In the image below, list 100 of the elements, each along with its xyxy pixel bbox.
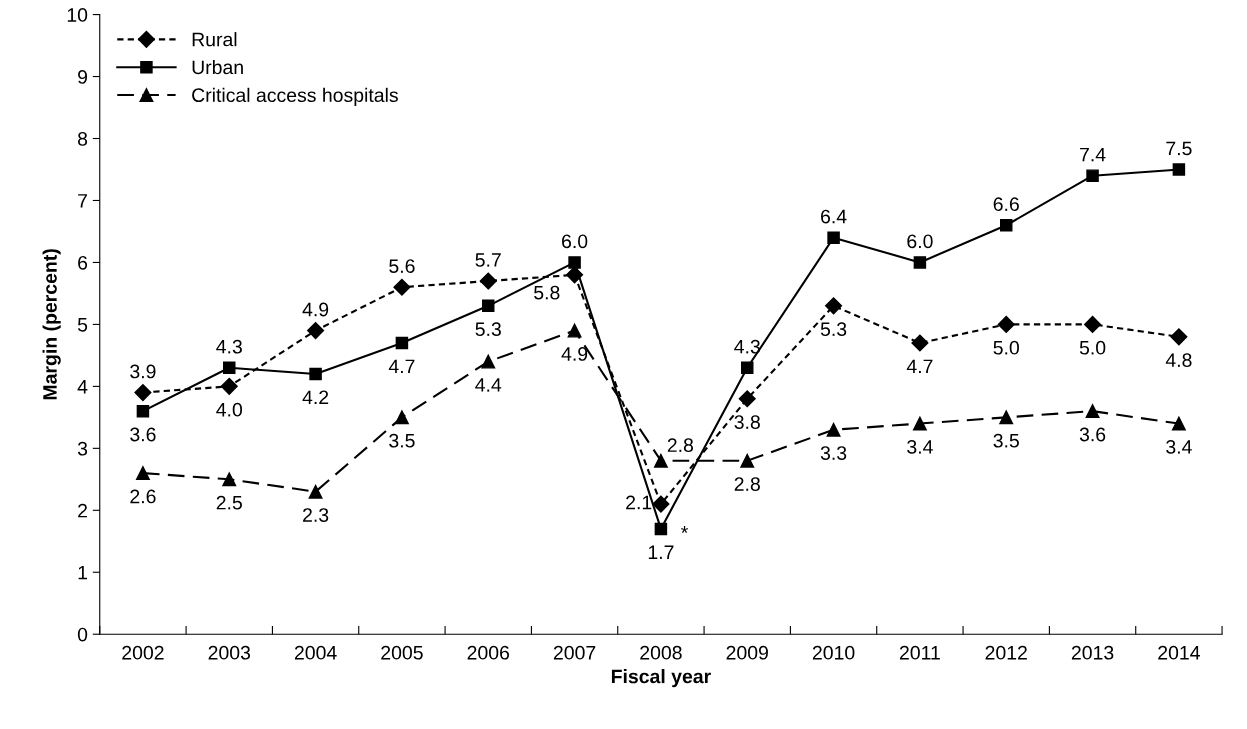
point [394,410,409,425]
data-label: 3.4 [1166,440,1192,454]
y-tick-label: 1 [78,565,88,580]
y-tick-label: 7 [78,194,87,208]
annotation: * [681,526,688,533]
point [309,367,322,381]
data-label: 5.6 [389,259,415,273]
point [825,297,843,315]
data-label: 3.9 [130,364,156,379]
data-label: 3.3 [820,446,847,460]
point [997,315,1015,333]
data-label: 3.4 [907,440,933,454]
data-label: 6.6 [993,197,1019,212]
legend-label: Critical access hospitals [192,87,398,106]
y-tick-label: 6 [78,255,88,270]
data-label: 3.5 [389,433,415,448]
point [912,416,927,431]
point [307,322,325,340]
x-tick-label: 2008 [640,645,682,660]
point [136,404,150,418]
data-label: 4.8 [1165,353,1192,368]
point [135,466,150,481]
point [1170,328,1188,346]
data-label: 3.6 [1079,427,1106,442]
point [481,299,495,313]
data-label: 7.4 [1080,147,1106,162]
point [134,384,152,402]
y-tick-label: 2 [78,503,87,518]
point [740,361,754,375]
point [1171,416,1186,431]
legend-label: Rural [192,32,237,47]
x-tick-label: 2003 [208,645,251,660]
data-label: 4.9 [302,302,329,317]
point [1086,169,1099,182]
data-label: 4.7 [388,359,415,374]
point [481,354,496,369]
data-label: 1.7 [648,545,674,559]
data-label: 7.5 [1166,141,1192,156]
x-tick-label: 2012 [985,645,1027,660]
x-tick-label: 2010 [812,645,855,660]
data-label: 2.6 [130,489,156,504]
y-tick-label: 9 [78,70,88,84]
point [568,256,581,269]
point [1172,163,1186,176]
point [652,495,670,513]
point [911,334,929,352]
x-tick-label: 2011 [899,645,940,660]
data-label: 5.7 [475,253,501,267]
data-label: 3.6 [130,427,156,442]
point [740,453,755,468]
point [826,422,841,437]
y-tick-label: 4 [77,380,88,394]
point [653,453,668,468]
x-tick-label: 2013 [1071,645,1114,660]
point [395,336,409,350]
point [654,522,668,536]
data-label: 5.3 [820,322,847,337]
data-label: 4.9 [561,347,588,361]
point [1085,404,1100,419]
data-label: 5.0 [1079,340,1106,355]
x-tick-label: 2005 [381,645,423,660]
x-tick-label: 2014 [1158,645,1200,660]
y-tick-label: 10 [67,8,88,22]
legend-label: Urban [192,59,243,75]
y-tick-label: 0 [77,627,88,642]
x-axis-title: Fiscal year [611,669,711,688]
data-label: 5.0 [993,340,1019,355]
point [1084,315,1102,333]
data-label: 2.8 [734,477,760,491]
y-tick-label: 5 [77,318,88,332]
data-label: 4.0 [216,402,243,417]
data-label: 2.3 [303,508,329,522]
data-label: 2.1 [626,495,652,510]
point [567,323,582,338]
point [393,278,411,296]
data-label: 2.5 [216,495,242,510]
point [308,484,323,499]
data-label: 2.8 [667,438,694,453]
data-label: 5.8 [534,285,560,300]
data-label: 6.0 [562,234,588,249]
point [827,231,840,244]
data-label: 3.8 [734,415,760,429]
x-tick-label: 2002 [122,645,164,660]
x-tick-label: 2009 [726,645,768,660]
data-label: 4.7 [906,359,933,374]
data-label: 6.0 [907,234,933,249]
y-tick-label: 8 [77,131,88,146]
data-label: 4.2 [302,390,329,405]
point [223,361,236,375]
point [222,472,237,487]
point [913,256,927,269]
data-label: 3.5 [993,433,1019,448]
data-label: 6.4 [821,209,847,224]
point [220,377,238,395]
x-tick-label: 2006 [467,645,510,660]
point [738,390,756,408]
y-axis-title: Margin (percent) [42,249,61,400]
y-tick-label: 3 [77,441,88,456]
point [999,219,1013,232]
data-label: 5.3 [475,322,501,337]
